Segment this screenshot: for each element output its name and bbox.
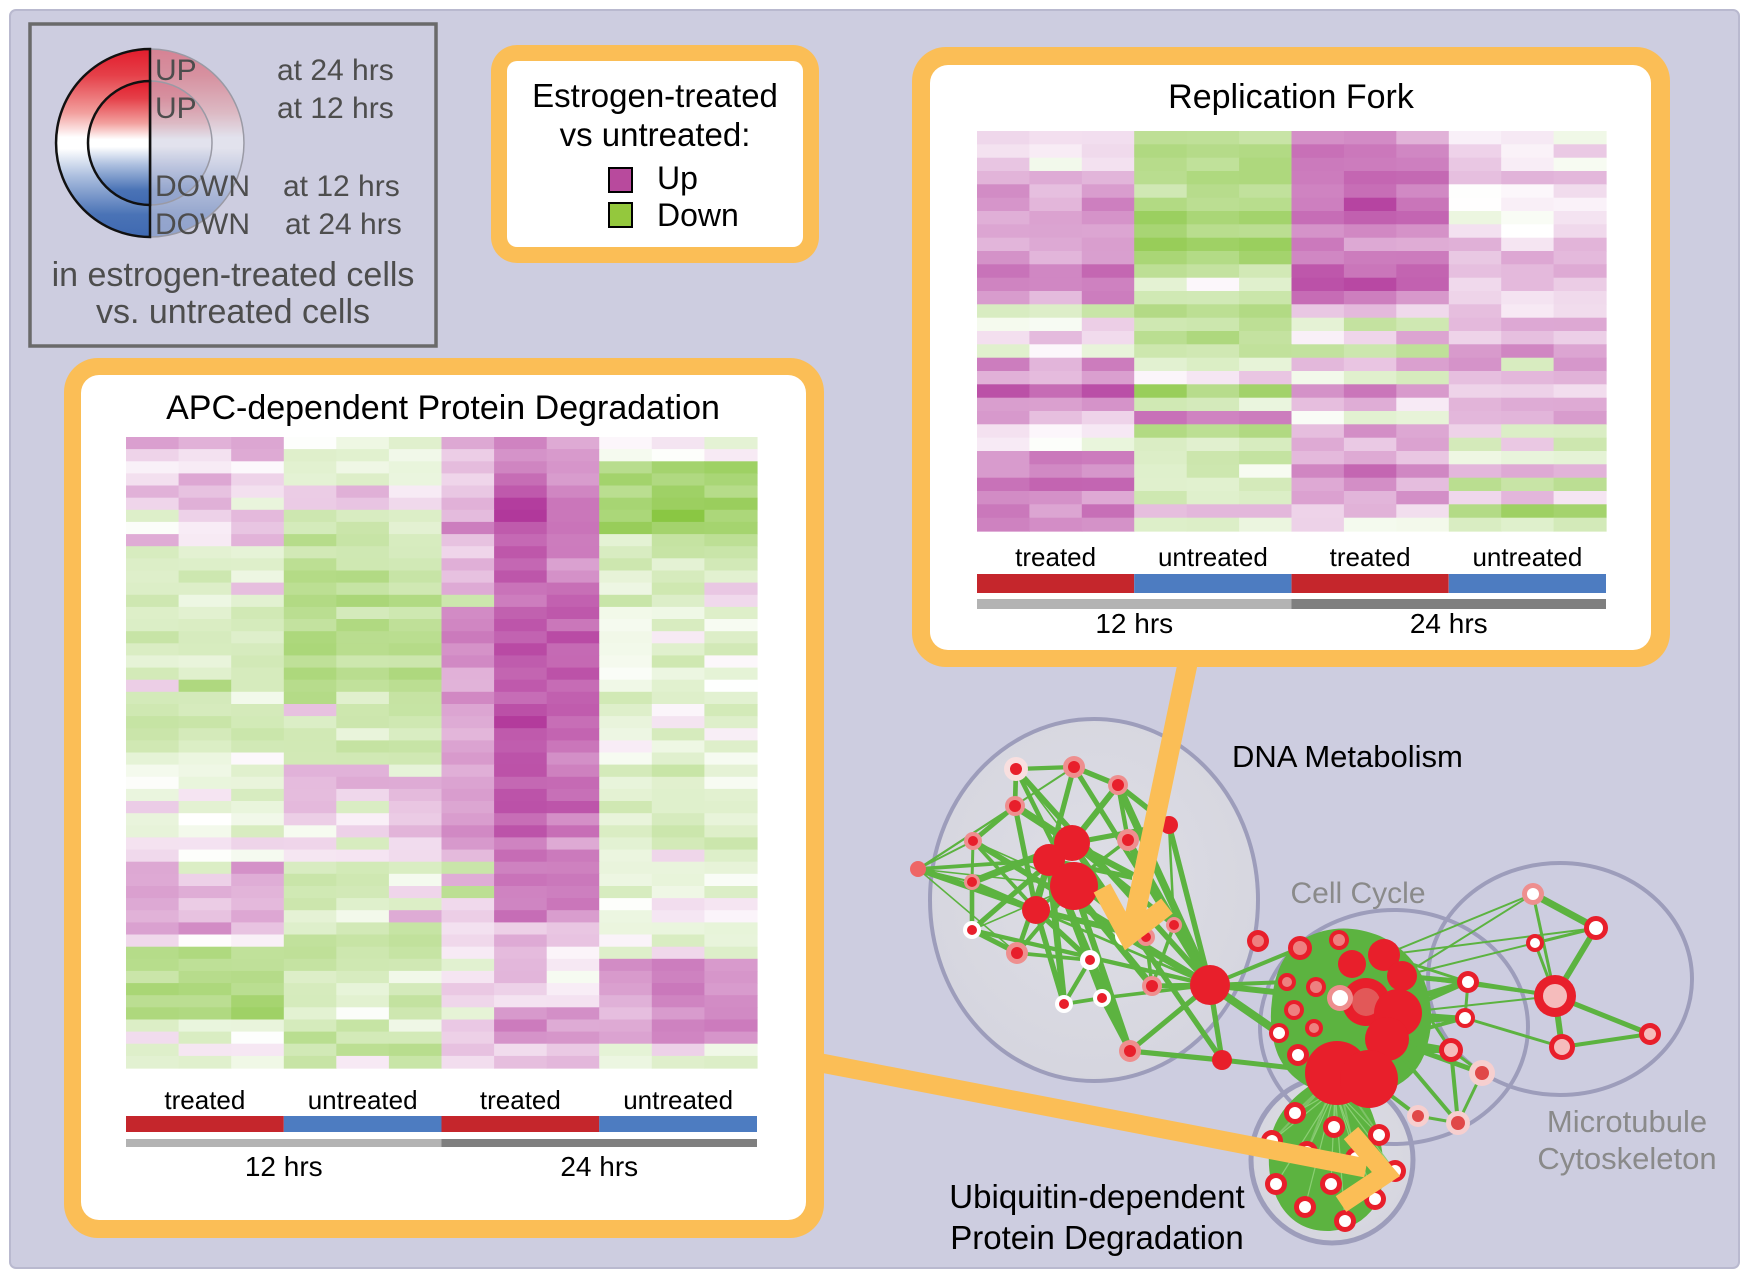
svg-text:Up: Up [657, 160, 698, 196]
svg-text:treated: treated [164, 1085, 245, 1115]
svg-text:treated: treated [1330, 542, 1411, 572]
svg-text:treated: treated [1015, 542, 1096, 572]
svg-text:Estrogen-treated: Estrogen-treated [532, 77, 778, 114]
svg-text:Ubiquitin-dependent: Ubiquitin-dependent [949, 1178, 1244, 1215]
svg-text:24 hrs: 24 hrs [1410, 608, 1488, 639]
svg-text:untreated: untreated [623, 1085, 733, 1115]
svg-text:Protein Degradation: Protein Degradation [950, 1219, 1244, 1256]
svg-text:in estrogen-treated cells: in estrogen-treated cells [52, 256, 415, 294]
svg-text:DOWN: DOWN [155, 208, 250, 241]
svg-text:at 24 hrs: at 24 hrs [277, 54, 394, 87]
svg-text:untreated: untreated [1158, 542, 1268, 572]
svg-text:untreated: untreated [308, 1085, 418, 1115]
svg-text:Replication Fork: Replication Fork [1168, 78, 1415, 116]
svg-text:UP: UP [155, 92, 197, 125]
svg-text:24 hrs: 24 hrs [560, 1151, 638, 1182]
svg-text:Microtubule: Microtubule [1547, 1104, 1707, 1139]
svg-text:untreated: untreated [1472, 542, 1582, 572]
svg-text:UP: UP [155, 54, 197, 87]
svg-text:12 hrs: 12 hrs [1095, 608, 1173, 639]
svg-text:at 12 hrs: at 12 hrs [283, 170, 400, 203]
svg-text:treated: treated [480, 1085, 561, 1115]
svg-text:vs. untreated cells: vs. untreated cells [96, 293, 370, 331]
svg-text:at 12 hrs: at 12 hrs [277, 92, 394, 125]
svg-text:12 hrs: 12 hrs [245, 1151, 323, 1182]
svg-text:DOWN: DOWN [155, 170, 250, 203]
svg-text:DNA Metabolism: DNA Metabolism [1232, 739, 1463, 774]
svg-text:Cell Cycle: Cell Cycle [1290, 877, 1425, 910]
svg-text:Down: Down [657, 197, 739, 233]
svg-text:APC-dependent Protein Degradat: APC-dependent Protein Degradation [166, 389, 720, 427]
svg-text:at 24 hrs: at 24 hrs [285, 208, 402, 241]
svg-text:Cytoskeleton: Cytoskeleton [1537, 1141, 1716, 1176]
svg-text:vs untreated:: vs untreated: [560, 116, 751, 153]
